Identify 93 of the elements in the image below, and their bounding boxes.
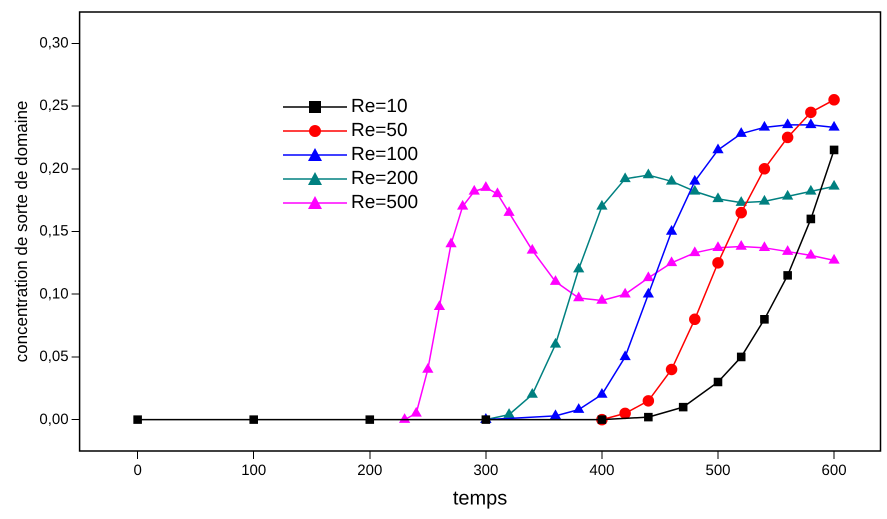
- point: [620, 173, 630, 182]
- y-tick-label: 0,05: [39, 348, 69, 366]
- point: [527, 388, 538, 398]
- y-tick-label: 0,00: [39, 410, 69, 428]
- point: [596, 388, 608, 398]
- x-axis-title: temps: [452, 488, 508, 510]
- point: [666, 364, 678, 376]
- point: [666, 257, 677, 266]
- point: [666, 176, 677, 185]
- point: [619, 408, 631, 420]
- y-tick-label: 0,25: [39, 97, 69, 114]
- legend-label: Re=10: [351, 95, 408, 119]
- point: [690, 176, 700, 185]
- point: [492, 188, 503, 198]
- point: [782, 119, 793, 128]
- point: [527, 244, 538, 254]
- point: [805, 106, 817, 118]
- point: [760, 315, 769, 324]
- point: [759, 196, 770, 205]
- point: [446, 238, 456, 248]
- legend-label: Re=500: [351, 191, 418, 215]
- point: [690, 247, 700, 256]
- point: [759, 122, 770, 131]
- point: [644, 412, 653, 422]
- point: [550, 410, 561, 420]
- y-tick-label: 0,30: [39, 34, 69, 52]
- point: [643, 272, 654, 282]
- point: [133, 415, 142, 424]
- point: [574, 292, 584, 302]
- y-tick-label: 0,15: [39, 222, 69, 240]
- point: [736, 240, 746, 250]
- point: [643, 169, 654, 178]
- y-tick-label: 0,10: [39, 285, 69, 302]
- point: [783, 271, 792, 280]
- point: [574, 263, 584, 272]
- legend-label: Re=50: [351, 119, 408, 143]
- x-tick-label: 200: [357, 462, 382, 480]
- point: [735, 206, 747, 218]
- x-tick-label: 500: [705, 462, 731, 480]
- point: [712, 257, 724, 269]
- point: [712, 242, 724, 252]
- point: [480, 182, 491, 191]
- point: [550, 338, 561, 348]
- point: [712, 144, 724, 154]
- point: [806, 214, 816, 224]
- point: [806, 186, 816, 195]
- point: [828, 254, 840, 264]
- point: [782, 190, 793, 200]
- x-tick-label: 400: [589, 462, 614, 480]
- point: [712, 193, 724, 202]
- point: [365, 415, 374, 424]
- point: [422, 364, 433, 373]
- x-tick-label: 100: [241, 462, 266, 480]
- point: [620, 351, 630, 360]
- point: [620, 288, 630, 298]
- point: [504, 206, 514, 216]
- point: [596, 200, 608, 210]
- point: [782, 132, 794, 144]
- point: [411, 408, 422, 417]
- point: [458, 200, 468, 210]
- point: [830, 146, 838, 154]
- point: [249, 415, 258, 424]
- point: [643, 288, 654, 298]
- legend-label: Re=100: [351, 143, 418, 167]
- point: [806, 119, 816, 128]
- point: [642, 395, 654, 407]
- y-axis-title: concentration de sorte de domaine: [12, 100, 31, 362]
- point: [469, 186, 480, 195]
- point: [678, 402, 688, 412]
- point: [736, 128, 746, 137]
- point: [550, 276, 561, 285]
- point: [758, 163, 770, 175]
- x-tick-label: 300: [473, 462, 498, 480]
- x-tick-label: 600: [822, 462, 847, 480]
- point: [828, 180, 840, 190]
- point: [736, 352, 746, 362]
- point: [806, 250, 816, 259]
- point: [504, 408, 514, 418]
- point: [782, 246, 793, 255]
- point: [689, 314, 701, 326]
- x-tick-label: 0: [133, 462, 142, 480]
- point: [666, 226, 677, 235]
- point: [596, 294, 608, 304]
- point: [434, 301, 444, 310]
- y-tick-label: 0,20: [39, 160, 69, 177]
- point: [714, 378, 722, 386]
- point: [828, 94, 840, 106]
- point: [690, 186, 700, 195]
- point: [736, 196, 746, 206]
- legend-label: Re=200: [351, 167, 418, 191]
- point: [759, 242, 770, 252]
- point: [574, 404, 584, 413]
- point: [828, 122, 840, 131]
